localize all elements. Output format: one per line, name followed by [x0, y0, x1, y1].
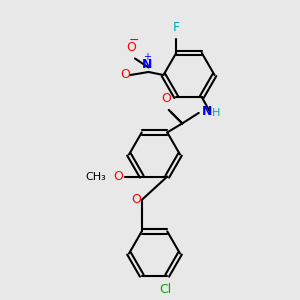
Text: +: + [143, 52, 151, 62]
Text: Cl: Cl [160, 283, 172, 296]
Text: N: N [142, 58, 152, 70]
Text: F: F [173, 21, 180, 34]
Text: O: O [120, 68, 130, 82]
Text: O: O [127, 41, 136, 54]
Text: O: O [161, 92, 171, 105]
Text: O: O [113, 170, 123, 183]
Text: CH₃: CH₃ [85, 172, 106, 182]
Text: −: − [128, 34, 139, 46]
Text: N: N [202, 105, 213, 118]
Text: O: O [131, 194, 141, 206]
Text: H: H [212, 108, 220, 118]
